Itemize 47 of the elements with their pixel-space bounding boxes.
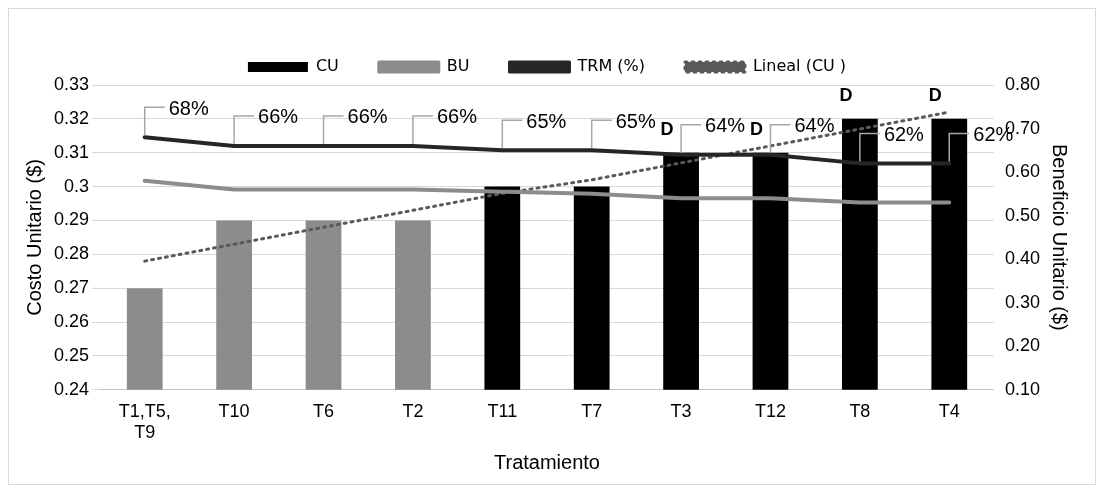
x-axis-title: Tratamiento [494,450,600,473]
y2-tick-label: 0.40 [1004,248,1041,269]
annotation: D [749,118,763,139]
legend-label: TRM (%) [576,56,645,76]
x-tick-label: T11 [487,400,518,421]
y2-tick-label: 0.30 [1004,291,1041,312]
x-tick-label: T12 [754,400,786,421]
y2-tick-label: 0.60 [1004,161,1041,182]
x-tick-label: T7 [581,400,603,421]
data-label: 64% [794,114,835,137]
y-tick-label: 0.33 [53,73,90,94]
y-tick-label: 0.27 [53,277,90,298]
y2-tick-label: 0.10 [1004,378,1041,399]
y2-axis-title: Beneficio Unitario ($) [1049,144,1072,331]
annotation: D [928,84,942,105]
y2-tick-label: 0.80 [1004,73,1041,94]
x-tick-label: T3 [670,400,692,421]
data-label: 66% [258,105,299,128]
data-label: 65% [615,109,656,132]
y-tick-label: 0.25 [53,344,90,365]
x-tick-label: T10 [218,400,250,421]
legend-label: CU [315,56,339,76]
legend-label: BU [446,56,470,76]
y-tick-label: 0.24 [53,378,90,399]
legend-label: Lineal (CU ) [752,56,847,76]
y-tick-label: 0.31 [53,141,90,162]
data-label: 65% [526,109,567,132]
data-label: 68% [168,96,209,119]
data-label: 62% [883,122,925,145]
x-tick-label: T4 [938,400,960,421]
y-tick-label: 0.3 [64,175,90,196]
y2-tick-label: 0.50 [1004,204,1041,225]
x-tick-label: T8 [849,400,871,421]
y-tick-label: 0.32 [53,107,90,128]
y-axis-title: Costo Unitario ($) [22,159,45,316]
data-label: 66% [436,105,478,128]
y-tick-label: 0.28 [53,243,90,264]
data-label: 64% [705,114,746,137]
y2-tick-label: 0.20 [1004,335,1041,356]
annotation: D [660,118,674,139]
data-label: 66% [347,105,388,128]
x-tick-label: T1,T5, T9 [118,400,171,443]
x-tick-label: T2 [402,400,424,421]
y-tick-label: 0.29 [53,209,90,230]
y-tick-label: 0.26 [53,311,90,332]
x-tick-label: T6 [313,400,335,421]
annotation: D [839,84,853,105]
